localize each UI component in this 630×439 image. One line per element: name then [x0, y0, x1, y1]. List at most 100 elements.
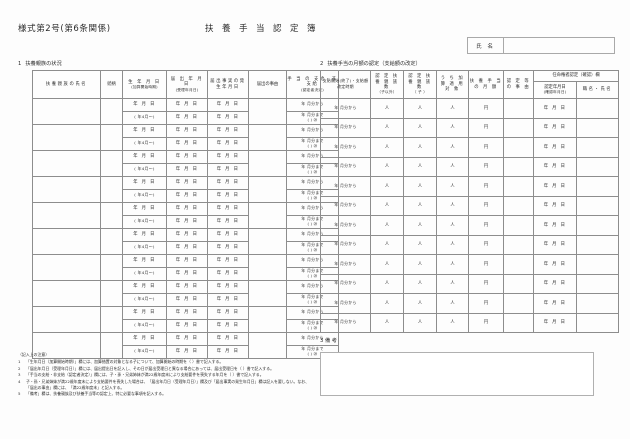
cell-report-date[interactable]: 年 月 日 [166, 202, 208, 216]
cell-addition-target[interactable]: 人 [436, 254, 469, 275]
cell-approval-date[interactable]: 年 月 日 [533, 254, 577, 275]
cell-dependents-other[interactable]: 人 [370, 254, 404, 275]
cell-birth-date[interactable]: 年 月 日 [122, 332, 167, 346]
cell-certification-reason[interactable] [503, 117, 534, 138]
cell-report-reason[interactable] [248, 124, 287, 151]
cell-relationship[interactable] [100, 124, 123, 151]
cell-report-date-2[interactable]: 年 月 日 [166, 319, 208, 333]
cell-approval-date[interactable]: 年 月 日 [533, 117, 577, 138]
cell-report-date-2[interactable]: 年 月 日 [166, 215, 208, 229]
cell-approver-name[interactable] [575, 234, 620, 255]
cell-relationship[interactable] [100, 176, 123, 203]
cell-report-date[interactable]: 年 月 日 [166, 176, 208, 190]
cell-dependents-other[interactable]: 人 [370, 176, 404, 197]
cell-addition-target[interactable]: 人 [436, 273, 469, 294]
cell-dependents-other[interactable]: 人 [370, 98, 404, 119]
cell-report-date[interactable]: 年 月 日 [166, 254, 208, 268]
cell-birth-date[interactable]: 年 月 日 [122, 124, 167, 138]
cell-relationship[interactable] [100, 306, 123, 333]
cell-payment-period[interactable]: 年 月分から [320, 156, 371, 177]
table-row[interactable]: 年 月 日年 月 日年 月 日年 月分から [32, 332, 339, 359]
cell-addition-target[interactable]: 人 [436, 117, 469, 138]
cell-approver-name[interactable] [575, 195, 620, 216]
cell-payment-period[interactable]: 年 月分から [320, 293, 371, 314]
cell-certification-reason[interactable] [503, 98, 534, 119]
cell-dependents-children[interactable]: 人 [403, 156, 437, 177]
cell-relationship[interactable] [100, 150, 123, 177]
cell-event-date-2[interactable]: 年 月 日 [207, 189, 249, 203]
cell-payment-period[interactable]: 年 月分から [320, 215, 371, 236]
cell-birth-period[interactable]: ( 年4月～) [122, 111, 167, 125]
cell-event-date[interactable]: 年 月 日 [207, 124, 249, 138]
table-row[interactable]: 年 月 日年 月 日年 月 日年 月分から [32, 98, 339, 125]
cell-approval-date[interactable]: 年 月 日 [533, 156, 577, 177]
cell-report-date-2[interactable]: 年 月 日 [166, 293, 208, 307]
table-row[interactable]: 年 月分から人人人円年 月 日 [320, 117, 620, 138]
table-row[interactable]: 年 月 日年 月 日年 月 日年 月分から [32, 176, 339, 203]
cell-birth-date[interactable]: 年 月 日 [122, 150, 167, 164]
cell-addition-target[interactable]: 人 [436, 195, 469, 216]
table-row[interactable]: 年 月 日年 月 日年 月 日年 月分から [32, 124, 339, 151]
cell-birth-date[interactable]: 年 月 日 [122, 254, 167, 268]
cell-monthly-amount[interactable]: 円 [468, 312, 504, 333]
cell-report-date[interactable]: 年 月 日 [166, 280, 208, 294]
table-row-cont[interactable]: ( 年4月～) 年 月 日年 月 日年 月分まで( ) ⑳ [33, 319, 339, 333]
cell-dependent-name[interactable] [32, 280, 101, 307]
table-row[interactable]: 年 月分から人人人円年 月 日 [320, 293, 620, 314]
cell-relationship[interactable] [100, 280, 123, 307]
cell-certification-reason[interactable] [503, 293, 534, 314]
cell-birth-date[interactable]: 年 月 日 [122, 228, 167, 242]
cell-dependent-name[interactable] [32, 202, 101, 229]
cell-approval-date[interactable]: 年 月 日 [533, 215, 577, 236]
cell-birth-period[interactable]: ( 年4月～) [122, 137, 167, 151]
cell-report-reason[interactable] [248, 202, 287, 229]
cell-birth-period[interactable]: ( 年4月～) [122, 267, 167, 281]
table-row[interactable]: 年 月 日年 月 日年 月 日年 月分から [32, 280, 339, 307]
cell-dependent-name[interactable] [32, 306, 101, 333]
cell-dependents-children[interactable]: 人 [403, 195, 437, 216]
cell-certification-reason[interactable] [503, 312, 534, 333]
cell-approver-name[interactable] [575, 312, 620, 333]
cell-payment-period[interactable]: 年 月分から [320, 254, 371, 275]
table-row[interactable]: 年 月分から人人人円年 月 日 [320, 215, 620, 236]
cell-approval-date[interactable]: 年 月 日 [533, 98, 577, 119]
cell-monthly-amount[interactable]: 円 [468, 293, 504, 314]
cell-certification-reason[interactable] [503, 156, 534, 177]
cell-approval-date[interactable]: 年 月 日 [533, 176, 577, 197]
cell-monthly-amount[interactable]: 円 [468, 215, 504, 236]
cell-dependents-children[interactable]: 人 [403, 234, 437, 255]
cell-report-date-2[interactable]: 年 月 日 [166, 163, 208, 177]
cell-monthly-amount[interactable]: 円 [468, 234, 504, 255]
table-row[interactable]: 年 月 日年 月 日年 月 日年 月分から [32, 306, 339, 333]
cell-dependents-other[interactable]: 人 [370, 195, 404, 216]
cell-approver-name[interactable] [575, 98, 620, 119]
cell-dependent-name[interactable] [32, 332, 101, 359]
cell-event-date-2[interactable]: 年 月 日 [207, 293, 249, 307]
cell-report-reason[interactable] [248, 306, 287, 333]
cell-relationship[interactable] [100, 254, 123, 281]
cell-birth-date[interactable]: 年 月 日 [122, 202, 167, 216]
cell-event-date[interactable]: 年 月 日 [207, 202, 249, 216]
cell-approver-name[interactable] [575, 273, 620, 294]
cell-birth-period[interactable]: ( 年4月～) [122, 293, 167, 307]
cell-dependents-children[interactable]: 人 [403, 312, 437, 333]
cell-approval-date[interactable]: 年 月 日 [533, 137, 577, 158]
table-row[interactable]: 年 月 日年 月 日年 月 日年 月分から [32, 228, 339, 255]
cell-birth-period[interactable]: ( 年4月～) [122, 241, 167, 255]
cell-dependent-name[interactable] [32, 254, 101, 281]
cell-event-date-2[interactable]: 年 月 日 [207, 241, 249, 255]
employee-name-field[interactable]: 氏 名 [467, 37, 615, 54]
cell-report-date[interactable]: 年 月 日 [166, 124, 208, 138]
cell-dependents-children[interactable]: 人 [403, 254, 437, 275]
cell-addition-target[interactable]: 人 [436, 215, 469, 236]
cell-certification-reason[interactable] [503, 137, 534, 158]
cell-report-date-2[interactable]: 年 月 日 [166, 137, 208, 151]
cell-dependents-other[interactable]: 人 [370, 117, 404, 138]
cell-event-date[interactable]: 年 月 日 [207, 332, 249, 346]
cell-birth-period[interactable]: ( 年4月～) [122, 215, 167, 229]
cell-dependents-other[interactable]: 人 [370, 156, 404, 177]
table-row[interactable]: 年 月分から人人人円年 月 日 [320, 98, 620, 119]
cell-dependents-other[interactable]: 人 [370, 293, 404, 314]
cell-payment-period[interactable]: 年 月分から [320, 195, 371, 216]
cell-birth-date[interactable]: 年 月 日 [122, 176, 167, 190]
